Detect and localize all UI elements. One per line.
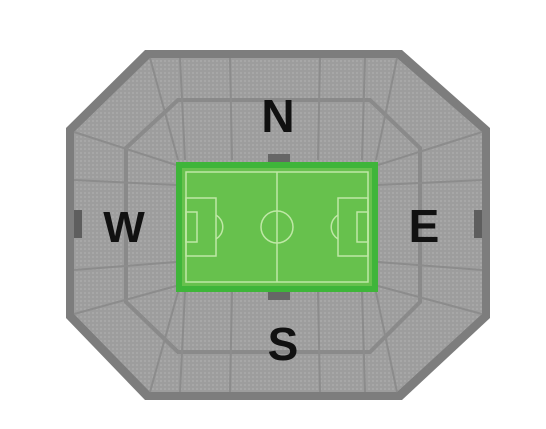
stand-label-east: E	[409, 200, 440, 252]
seating-aisles	[73, 57, 483, 393]
stand-label-north: N	[261, 90, 294, 142]
inner-concourse	[124, 98, 422, 354]
west-gate	[74, 210, 82, 238]
stand-label-south: S	[268, 318, 299, 370]
north-tunnel	[268, 154, 290, 162]
pitch-markings	[185, 171, 369, 283]
south-tunnel	[268, 292, 290, 300]
stand-label-west: W	[103, 203, 145, 252]
east-gate	[474, 210, 482, 238]
